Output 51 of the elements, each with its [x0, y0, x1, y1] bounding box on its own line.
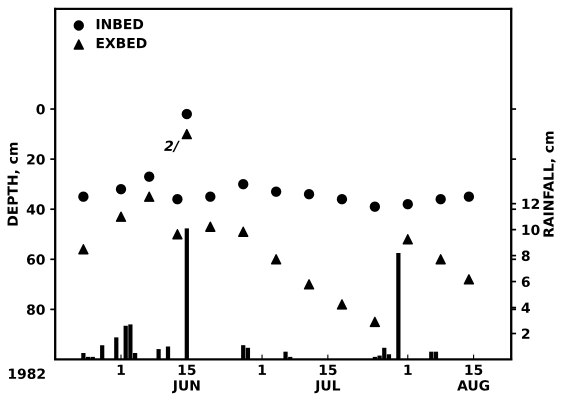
y2-tick-label: 8 — [522, 250, 530, 262]
x-tick-label: 1 — [118, 364, 125, 375]
point — [78, 192, 89, 202]
point — [116, 212, 126, 222]
x-tick-label: 15 JUL — [314, 364, 340, 394]
point — [370, 202, 380, 212]
y2-tick-label: 6 — [522, 276, 530, 288]
point — [402, 199, 413, 210]
point — [172, 194, 183, 204]
point — [336, 299, 348, 310]
legend-label: INBED — [96, 19, 144, 30]
y2-tick-label: 4 — [522, 302, 530, 313]
annotation: 2/ — [164, 140, 180, 152]
point — [144, 171, 154, 182]
y-tick-label: 20 — [27, 154, 45, 165]
text: 1982 — [8, 368, 45, 379]
point — [435, 254, 446, 264]
x-tick-label: 15 JUN — [172, 364, 200, 394]
point — [270, 186, 282, 197]
point — [402, 234, 413, 244]
point — [205, 222, 216, 232]
point — [304, 279, 314, 290]
point — [182, 108, 192, 120]
y2-axis-title: RAINFALL, cm — [543, 132, 556, 237]
point — [172, 229, 183, 240]
point — [435, 194, 446, 204]
point — [370, 316, 380, 328]
point — [238, 178, 248, 190]
y2-tick-label: 2 — [522, 328, 530, 339]
x-tick-label: 1 — [258, 364, 266, 375]
y-tick-label: 0 — [36, 104, 45, 115]
y-tick-label: 80 — [26, 304, 45, 315]
y2-tick-label: 10 — [522, 224, 540, 236]
x-tick-label: 1 — [404, 364, 412, 375]
y-tick-label: 40 — [26, 204, 45, 215]
point — [78, 244, 89, 254]
y2-tick-label: 12 — [522, 198, 540, 209]
legend-label: EXBED — [96, 38, 147, 48]
point — [238, 226, 248, 237]
point — [182, 128, 192, 140]
point — [464, 192, 474, 202]
point — [304, 188, 314, 200]
point — [464, 274, 474, 285]
y-axis-title: DEPTH, cm — [8, 142, 20, 226]
point — [270, 254, 282, 264]
x-tick-label: 15 AUG — [457, 364, 490, 391]
y-tick-label: 60 — [26, 254, 45, 265]
point — [205, 192, 216, 202]
point — [336, 194, 348, 204]
point — [144, 192, 154, 202]
point — [116, 184, 126, 194]
